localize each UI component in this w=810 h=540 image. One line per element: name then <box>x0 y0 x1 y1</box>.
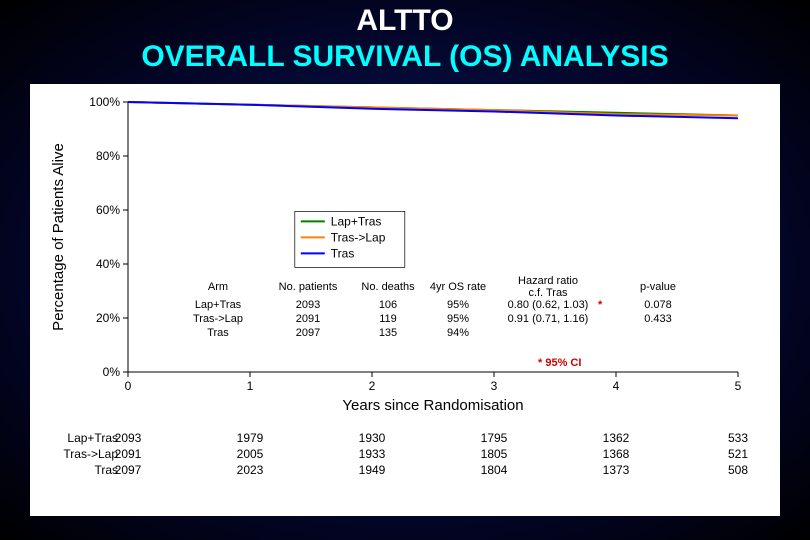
svg-text:1933: 1933 <box>359 447 386 461</box>
svg-text:Lap+Tras: Lap+Tras <box>195 299 242 311</box>
svg-text:40%: 40% <box>96 257 120 271</box>
svg-text:533: 533 <box>728 431 748 445</box>
svg-text:94%: 94% <box>447 327 469 339</box>
svg-text:1949: 1949 <box>359 463 386 477</box>
svg-text:0.433: 0.433 <box>644 313 672 325</box>
svg-text:5: 5 <box>735 379 742 393</box>
svg-text:No. patients: No. patients <box>279 281 338 293</box>
svg-text:* 95% CI: * 95% CI <box>538 357 581 369</box>
svg-text:Tras: Tras <box>207 327 229 339</box>
svg-text:1373: 1373 <box>603 463 630 477</box>
svg-text:Arm: Arm <box>208 281 228 293</box>
chart-container: 0% 20% 40% 60% 80% 100% 0 1 2 3 4 5 Percentage of Pa… <box>30 84 780 516</box>
svg-text:2097: 2097 <box>296 327 320 339</box>
svg-text:0.078: 0.078 <box>644 299 672 311</box>
title-line-2: OVERALL SURVIVAL (OS) ANALYSIS <box>0 40 810 74</box>
svg-text:p-value: p-value <box>640 281 676 293</box>
svg-text:135: 135 <box>379 327 397 339</box>
svg-text:*: * <box>598 299 603 311</box>
svg-text:1795: 1795 <box>481 431 508 445</box>
svg-text:2093: 2093 <box>296 299 320 311</box>
svg-text:1: 1 <box>247 379 254 393</box>
svg-text:4yr OS rate: 4yr OS rate <box>430 281 486 293</box>
svg-text:3: 3 <box>491 379 498 393</box>
svg-text:95%: 95% <box>447 313 469 325</box>
svg-text:20%: 20% <box>96 311 120 325</box>
svg-text:508: 508 <box>728 463 748 477</box>
svg-text:2005: 2005 <box>237 447 264 461</box>
svg-text:1930: 1930 <box>359 431 386 445</box>
svg-text:Percentage of Patients Alive: Percentage of Patients Alive <box>50 143 67 331</box>
svg-text:Tras->Lap: Tras->Lap <box>63 447 118 461</box>
svg-text:1368: 1368 <box>603 447 630 461</box>
svg-text:1804: 1804 <box>481 463 508 477</box>
svg-text:c.f. Tras: c.f. Tras <box>528 287 568 299</box>
svg-text:2091: 2091 <box>296 313 320 325</box>
svg-text:0: 0 <box>125 379 132 393</box>
svg-text:2: 2 <box>369 379 376 393</box>
svg-text:No. deaths: No. deaths <box>361 281 415 293</box>
title-line-1: ALTTO <box>0 4 810 38</box>
svg-text:Years since Randomisation: Years since Randomisation <box>342 397 523 414</box>
svg-text:2093: 2093 <box>115 431 142 445</box>
svg-text:0.91 (0.71, 1.16): 0.91 (0.71, 1.16) <box>508 313 589 325</box>
svg-text:1805: 1805 <box>481 447 508 461</box>
svg-text:Lap+Tras: Lap+Tras <box>67 431 118 445</box>
svg-text:4: 4 <box>613 379 620 393</box>
svg-text:2023: 2023 <box>237 463 264 477</box>
svg-text:Lap+Tras: Lap+Tras <box>331 214 382 228</box>
svg-text:1979: 1979 <box>237 431 264 445</box>
svg-text:Hazard ratio: Hazard ratio <box>518 275 578 287</box>
svg-text:106: 106 <box>379 299 397 311</box>
svg-text:Tras: Tras <box>331 246 355 260</box>
svg-text:2097: 2097 <box>115 463 142 477</box>
svg-text:Tras->Lap: Tras->Lap <box>331 230 386 244</box>
svg-text:0%: 0% <box>103 365 121 379</box>
svg-text:Tras->Lap: Tras->Lap <box>193 313 243 325</box>
survival-chart: 0% 20% 40% 60% 80% 100% 0 1 2 3 4 5 Percentage of Pa… <box>38 92 772 512</box>
svg-text:1362: 1362 <box>603 431 630 445</box>
svg-text:0.80 (0.62, 1.03): 0.80 (0.62, 1.03) <box>508 299 589 311</box>
svg-text:60%: 60% <box>96 203 120 217</box>
svg-text:2091: 2091 <box>115 447 142 461</box>
svg-text:100%: 100% <box>89 95 120 109</box>
svg-text:80%: 80% <box>96 149 120 163</box>
svg-text:119: 119 <box>379 313 397 325</box>
svg-text:521: 521 <box>728 447 748 461</box>
svg-text:95%: 95% <box>447 299 469 311</box>
